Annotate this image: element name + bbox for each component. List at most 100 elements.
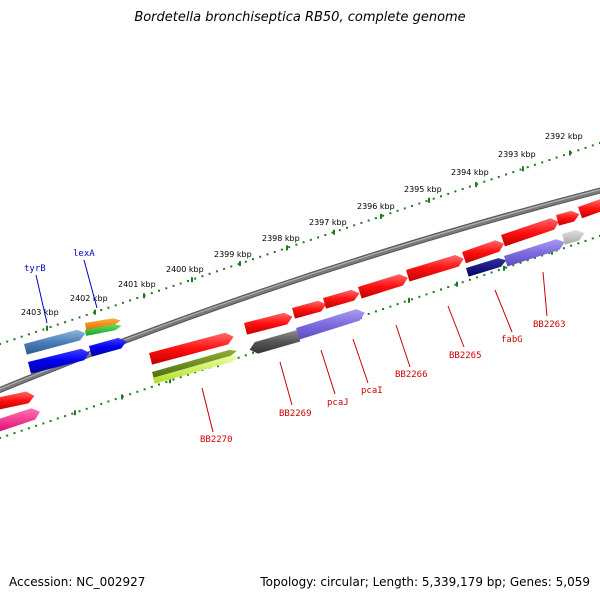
lower-scale-dot: [411, 298, 413, 301]
gene-label-pcaJ[interactable]: pcaJ: [327, 398, 349, 408]
gene-right-2[interactable]: [578, 199, 600, 219]
gene-label-leader: [279, 361, 293, 406]
upper-scale-dot: [49, 326, 52, 328]
gene-tyrB[interactable]: [24, 329, 86, 355]
gene-label-BB2269[interactable]: BB2269: [279, 409, 312, 419]
upper-scale-dot: [577, 149, 580, 152]
lower-scale-dot: [143, 388, 146, 391]
lower-scale-dot: [56, 417, 59, 420]
gene-lexA-orange[interactable]: [85, 318, 121, 330]
upper-scale-dot: [338, 229, 341, 232]
gene-label-lexA[interactable]: lexA: [73, 249, 95, 259]
lower-scale-dot: [252, 351, 254, 354]
lower-scale-dot: [548, 252, 551, 254]
lower-scale-dot: [562, 247, 565, 250]
gene-label-leader: [494, 289, 513, 333]
scale-tick-label: 2398 kbp: [262, 234, 300, 243]
scale-tick-label: 2395 kbp: [404, 185, 442, 194]
upper-scale-dot: [346, 226, 348, 229]
scale-tick-label: 2402 kbp: [70, 294, 108, 303]
gene-label-leader: [201, 387, 214, 433]
scale-tick-label: 2397 kbp: [309, 218, 347, 227]
upper-scale-dot: [194, 277, 197, 280]
upper-scale-dot: [85, 313, 88, 316]
upper-scale-dot: [490, 178, 493, 181]
upper-scale-dot: [64, 321, 67, 324]
lower-scale-dot: [461, 281, 464, 284]
upper-scale-dot: [165, 287, 168, 290]
upper-scale-dot: [244, 260, 247, 263]
gene-pcaI[interactable]: [323, 289, 360, 309]
upper-scale-dot: [324, 234, 327, 236]
scale-tick-label: 2393 kbp: [498, 150, 536, 159]
gene-BB2263[interactable]: [501, 218, 559, 247]
gene-BB2269[interactable]: [244, 312, 293, 335]
gene-tyrB-blue[interactable]: [28, 348, 90, 374]
gene-BB2265[interactable]: [406, 255, 464, 282]
gene-BB2270[interactable]: [149, 332, 234, 365]
gene-BB2269-grey[interactable]: [249, 330, 301, 354]
upper-scale-dot: [295, 243, 298, 246]
scale-tick-label: 2394 kbp: [451, 168, 489, 177]
upper-scale-dot: [288, 246, 291, 249]
upper-scale-dot: [259, 255, 262, 258]
upper-scale-dot: [548, 159, 551, 161]
gene-BB2270-lime[interactable]: [153, 355, 238, 384]
upper-scale-dot: [476, 183, 479, 186]
gene-left-pink[interactable]: [0, 408, 40, 432]
gene-label-leader: [35, 274, 48, 324]
lower-scale-dot: [35, 424, 38, 427]
lower-scale-dot: [591, 237, 594, 240]
gene-pcaJ-purple[interactable]: [296, 309, 365, 340]
lower-scale-dot: [100, 402, 103, 405]
lower-scale-dot: [374, 310, 377, 313]
gene-label-pcaI[interactable]: pcaI: [361, 386, 383, 396]
lower-scale-dot: [6, 434, 9, 437]
gene-lexA-green[interactable]: [85, 324, 122, 336]
upper-scale-dot: [266, 253, 269, 256]
gene-left-red[interactable]: [0, 391, 35, 410]
lower-scale-dot: [389, 305, 392, 308]
upper-scale-dot: [114, 304, 117, 307]
upper-scale-dot: [42, 328, 45, 331]
lower-scale-dot: [440, 288, 442, 291]
upper-scale-dot: [201, 275, 204, 278]
upper-scale-dot: [252, 258, 254, 261]
gene-right-1[interactable]: [556, 210, 580, 226]
map-title: Bordetella bronchiseptica RB50, complete…: [134, 10, 466, 25]
upper-scale-dot: [541, 161, 544, 164]
lower-scale-dot: [526, 259, 529, 262]
gene-label-BB2266[interactable]: BB2266: [395, 370, 428, 380]
lower-scale-dot: [165, 381, 168, 383]
lower-scale-dot: [172, 378, 175, 381]
upper-scale-dot: [432, 197, 435, 200]
lower-scale-dot: [107, 400, 110, 403]
gene-pcaJ[interactable]: [292, 300, 327, 319]
lower-scale-dot: [129, 393, 132, 396]
gene-label-BB2270[interactable]: BB2270: [200, 435, 233, 445]
gene-lexA-blue[interactable]: [89, 337, 127, 357]
gene-fabG-purple[interactable]: [504, 239, 565, 267]
gene-label-leader: [447, 305, 465, 348]
upper-scale-dot: [35, 330, 38, 333]
gene-fabG-navy[interactable]: [466, 258, 507, 277]
lower-scale-dot: [519, 261, 522, 264]
scale-tick-label: 2399 kbp: [214, 250, 252, 259]
gene-BB2270-olive[interactable]: [152, 349, 237, 378]
gene-fabG[interactable]: [462, 240, 504, 264]
gene-label-fabG[interactable]: fabG: [501, 335, 523, 345]
gene-label-BB2263[interactable]: BB2263: [533, 320, 566, 330]
upper-scale-dot: [425, 200, 428, 203]
upper-scale-dot: [27, 333, 30, 336]
gene-label-tyrB[interactable]: tyrB: [24, 264, 46, 274]
lower-scale-dot: [533, 256, 536, 259]
upper-scale-dot: [360, 221, 363, 224]
gene-BB2263-grey[interactable]: [562, 229, 585, 245]
lower-scale-dot: [64, 415, 67, 418]
lower-scale-dot: [49, 420, 52, 422]
gene-BB2266[interactable]: [358, 274, 408, 299]
lower-scale-dot: [577, 242, 580, 245]
lower-scale-dot: [432, 291, 435, 293]
gene-label-BB2265[interactable]: BB2265: [449, 351, 482, 361]
